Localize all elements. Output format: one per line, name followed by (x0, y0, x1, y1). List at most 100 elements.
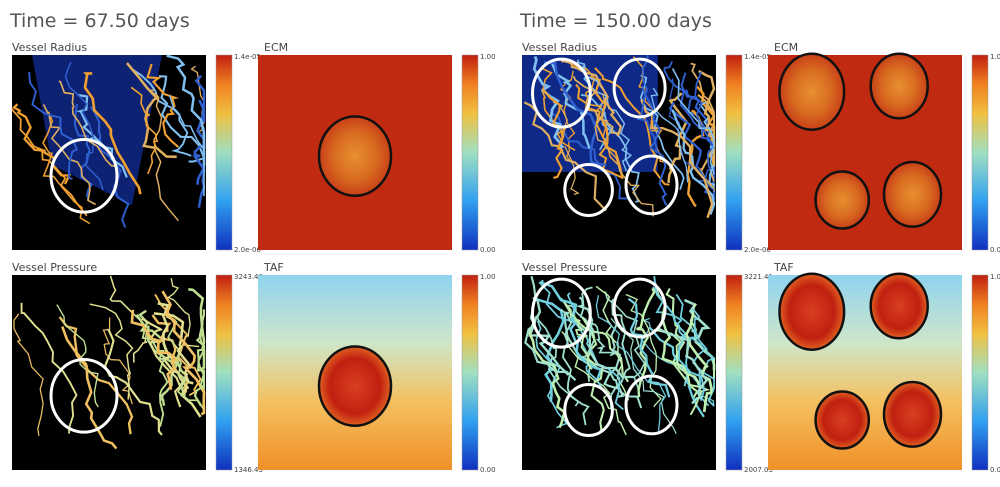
colorbar-min: 0.00 (990, 466, 1000, 474)
vessel (161, 290, 206, 416)
vessel (684, 312, 713, 413)
vessel (61, 326, 118, 450)
vessel (147, 89, 179, 222)
tumor-boundary (49, 358, 119, 434)
colorbar-max: 3221.41 (744, 273, 773, 281)
vessel (158, 75, 206, 163)
colorbar-max: 1.00 (480, 273, 496, 281)
vessel (83, 72, 142, 195)
vessel (625, 293, 662, 408)
vessel (595, 295, 667, 432)
colorbar (461, 274, 479, 471)
plot-label: ECM (264, 41, 288, 54)
vessel (560, 308, 590, 426)
colorbar (725, 274, 743, 471)
vessel (527, 319, 566, 429)
vessel (572, 75, 621, 135)
tumor-lobe (612, 57, 667, 119)
colorbar-max: 1.4e-05 (234, 53, 261, 61)
vessel (130, 309, 182, 390)
plot-label: Vessel Pressure (12, 261, 97, 274)
colorbar (725, 54, 743, 251)
tumor-lobe (814, 390, 871, 450)
vessel (650, 87, 689, 183)
tumor-lobe (869, 52, 929, 120)
plot-label: Vessel Radius (522, 41, 597, 54)
vessel (550, 62, 591, 149)
vessel (580, 94, 640, 203)
vessel (146, 63, 180, 148)
vessel (656, 326, 709, 405)
vessel (671, 68, 715, 175)
panel-title: Time = 150.00 days (519, 10, 712, 32)
tumor-lobe (814, 170, 871, 230)
tumor-lobe (882, 380, 943, 448)
vessel (649, 326, 705, 418)
tumor-lobe (778, 52, 846, 131)
colorbar-min: 1346.43 (234, 466, 263, 474)
vessel (193, 322, 206, 407)
colorbar-min: 0.00 (480, 466, 496, 474)
vessel (42, 111, 91, 225)
colorbar-max: 3243.48 (234, 273, 263, 281)
vessel (130, 86, 159, 175)
vessel (188, 288, 206, 372)
vessel (13, 313, 44, 436)
panel-title: Time = 67.50 days (9, 10, 190, 32)
vessel (653, 275, 706, 401)
tumor-lobe (624, 154, 679, 216)
vessel (564, 303, 593, 370)
vessel (192, 99, 206, 185)
vessel (540, 281, 603, 383)
vessel (667, 92, 688, 184)
colorbar-max: 1.00 (990, 273, 1000, 281)
plot-label: Vessel Pressure (522, 261, 607, 274)
vessel (28, 71, 78, 181)
vessel (581, 316, 605, 432)
plot-label: Vessel Radius (12, 41, 87, 54)
tumor-lobe (563, 383, 614, 437)
vessel (663, 61, 715, 149)
colorbar-min: 2.0e-06 (744, 246, 771, 254)
vessel (543, 61, 607, 166)
tumor-boundary (49, 138, 119, 214)
colorbar (215, 54, 233, 251)
vessel (675, 293, 715, 407)
vessel (575, 296, 634, 379)
colorbar-min: 0.00 (480, 246, 496, 254)
vessel (608, 322, 643, 409)
vessel (566, 292, 624, 411)
tumor-lobe (882, 160, 943, 228)
vessel (594, 93, 654, 217)
tumor-lobe (531, 57, 592, 129)
colorbar (461, 54, 479, 251)
vessel (42, 104, 96, 206)
colorbar-max: 1.00 (990, 53, 1000, 61)
tumor-boundary (317, 345, 393, 427)
colorbar-min: 2.0e-06 (234, 246, 261, 254)
tumor-lobe (869, 272, 929, 340)
vessel (168, 94, 205, 197)
tumor-lobe (612, 277, 667, 339)
vessel (12, 103, 72, 185)
vessel (568, 304, 619, 357)
tumor-lobe (531, 277, 592, 349)
colorbar (971, 54, 989, 251)
tumor-lobe (624, 374, 679, 436)
vessel (165, 315, 205, 411)
tumor-boundary (317, 115, 393, 197)
vessel (541, 87, 567, 180)
tumor-lobe (778, 272, 846, 351)
colorbar (971, 274, 989, 471)
vessel (627, 297, 671, 398)
vessel (561, 331, 627, 436)
vessel (141, 327, 169, 427)
vessel (552, 101, 580, 196)
vessel (89, 303, 134, 400)
plot-label: TAF (263, 261, 284, 274)
colorbar (215, 274, 233, 471)
vessel (64, 61, 104, 191)
vessel (20, 302, 78, 434)
vessel (535, 315, 580, 407)
